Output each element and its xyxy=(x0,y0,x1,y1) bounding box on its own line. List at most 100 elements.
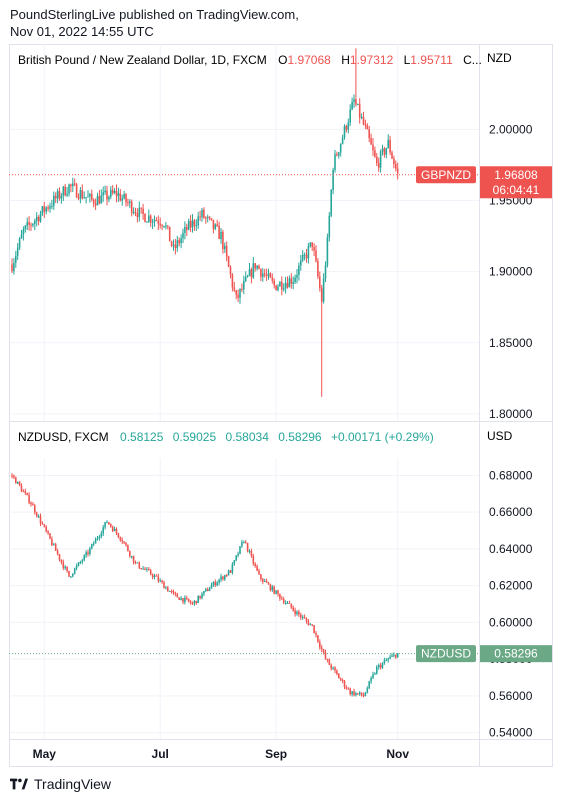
gbpnzd-candle-body xyxy=(92,199,95,204)
gbpnzd-candle-body xyxy=(218,225,220,239)
nzdusd-candle-body xyxy=(353,691,355,696)
gbpnzd-candle-body xyxy=(216,224,218,226)
gbpnzd-candle-body xyxy=(142,208,144,214)
gbpnzd-candle-body xyxy=(77,197,80,199)
gbpnzd-candle-body xyxy=(381,148,384,152)
gbpnzd-candle-body xyxy=(121,198,123,201)
nzdusd-candle-body xyxy=(39,516,42,524)
gbpnzd-candle-body xyxy=(87,196,89,198)
nzdusd-candles[interactable] xyxy=(11,473,399,698)
gbpnzd-candle-body xyxy=(37,216,40,222)
gbpnzd-candle-body xyxy=(182,232,184,239)
nzdusd-candle-body xyxy=(307,621,310,625)
nzdusd-candle-body xyxy=(79,561,82,563)
gbpnzd-candle-body xyxy=(313,247,315,251)
nzdusd-candle-body xyxy=(127,545,129,552)
nzdusd-candle-body xyxy=(203,591,205,594)
gbpnzd-candle-body xyxy=(387,139,389,149)
nzdusd-candle-body xyxy=(134,562,137,564)
gbpnzd-candle-body xyxy=(205,217,207,219)
gbpnzd-candle-body xyxy=(383,148,386,155)
nzdusd-candle-body xyxy=(13,475,15,478)
gbpnzd-candle-body xyxy=(273,280,275,286)
gbpnzd-candle-body xyxy=(72,183,74,187)
gbpnzd-candle-body xyxy=(263,273,266,276)
gbpnzd-candle-body xyxy=(123,194,125,199)
nzdusd-candle-body xyxy=(311,624,313,626)
nzdusd-candle-body xyxy=(60,559,63,563)
nzdusd-candle-body xyxy=(224,575,226,580)
gbpnzd-candle-body xyxy=(157,220,160,224)
nzdusd-candle-body xyxy=(324,652,327,660)
gbpnzd-y-tick-label: 2.00000 xyxy=(489,122,533,136)
tradingview-logo-icon xyxy=(10,778,28,790)
nzdusd-candle-body xyxy=(72,573,74,577)
gbpnzd-candle-body xyxy=(16,247,19,256)
gbpnzd-candle-body xyxy=(281,281,283,290)
nzdusd-candle-body xyxy=(309,624,312,626)
nzdusd-candle-body xyxy=(355,693,357,696)
gbpnzd-candle-body xyxy=(187,220,190,230)
nzdusd-price-axis[interactable]: 0.680000.660000.640000.620000.600000.580… xyxy=(489,468,533,739)
gbpnzd-candle-body xyxy=(301,254,304,261)
gbpnzd-candle-body xyxy=(98,196,101,204)
nzdusd-y-tick-label: 0.54000 xyxy=(489,726,533,740)
low-value: 1.95711 xyxy=(410,53,453,67)
nzdusd-candle-body xyxy=(167,587,169,592)
nzdusd-candle-body xyxy=(37,516,40,518)
gbpnzd-y-tick-label: 1.80000 xyxy=(489,407,533,421)
nzdusd-candle-body xyxy=(256,566,258,571)
nzdusd-candle-body xyxy=(391,655,393,657)
nzdusd-candle-body xyxy=(89,548,91,555)
nzdusd-candle-body xyxy=(75,565,78,569)
nzdusd-candle-body xyxy=(271,586,274,591)
nzdusd-gridlines xyxy=(10,458,479,739)
nzdusd-candle-body xyxy=(267,582,270,585)
nzdusd-candle-body xyxy=(222,576,224,580)
nzdusd-low: 0.58034 xyxy=(225,430,269,444)
gbpnzd-gridlines xyxy=(10,44,479,421)
gbpnzd-candle-body xyxy=(368,129,370,139)
nzdusd-candle-body xyxy=(339,678,342,680)
nzdusd-candle-body xyxy=(132,555,135,563)
nzdusd-candle-body xyxy=(32,504,34,506)
publisher-line: PoundSterlingLive published on TradingVi… xyxy=(10,7,299,22)
nzdusd-candle-body xyxy=(237,553,239,556)
time-axis[interactable]: May Jul Sep Nov xyxy=(33,747,410,761)
gbpnzd-candle-body xyxy=(309,242,312,247)
nzdusd-candle-body xyxy=(395,654,397,658)
nzdusd-candle-body xyxy=(189,601,192,604)
gbpnzd-candle-body xyxy=(75,184,78,198)
nzdusd-candle-body xyxy=(20,485,23,492)
nzdusd-candle-body xyxy=(34,505,36,513)
nzdusd-candle-body xyxy=(180,598,182,600)
gbpnzd-candle-body xyxy=(39,213,42,222)
nzdusd-candle-body xyxy=(317,635,319,642)
nzdusd-candle-body xyxy=(54,544,57,551)
gbpnzd-last-price: 1.96808 xyxy=(494,168,538,182)
publish-date: Nov 01, 2022 14:55 UTC xyxy=(10,24,154,39)
gbpnzd-candle-body xyxy=(341,137,344,144)
nzdusd-candle-body xyxy=(294,610,296,615)
nzdusd-candle-body xyxy=(159,580,161,582)
gbpnzd-candle-body xyxy=(239,288,241,298)
gbpnzd-candle-body xyxy=(320,288,323,302)
nzdusd-candle-body xyxy=(220,576,222,580)
nzdusd-candle-body xyxy=(113,528,116,531)
nzdusd-candle-body xyxy=(338,673,340,679)
gbpnzd-candle-body xyxy=(210,218,213,220)
nzdusd-candle-body xyxy=(53,544,55,546)
gbpnzd-candle-body xyxy=(250,269,253,278)
gbpnzd-candles[interactable] xyxy=(11,48,399,397)
gbpnzd-candle-body xyxy=(246,275,249,277)
gbpnzd-candle-body xyxy=(231,274,234,288)
gbpnzd-candle-body xyxy=(237,294,239,298)
gbpnzd-candle-body xyxy=(191,220,194,228)
nzdusd-candle-body xyxy=(300,614,302,618)
nzdusd-candle-body xyxy=(58,554,61,560)
tradingview-footer[interactable]: TradingView xyxy=(10,776,111,792)
nzdusd-candle-body xyxy=(206,589,209,591)
gbpnzd-bar-countdown: 06:04:41 xyxy=(493,183,540,197)
nzdusd-high: 0.59025 xyxy=(173,430,217,444)
